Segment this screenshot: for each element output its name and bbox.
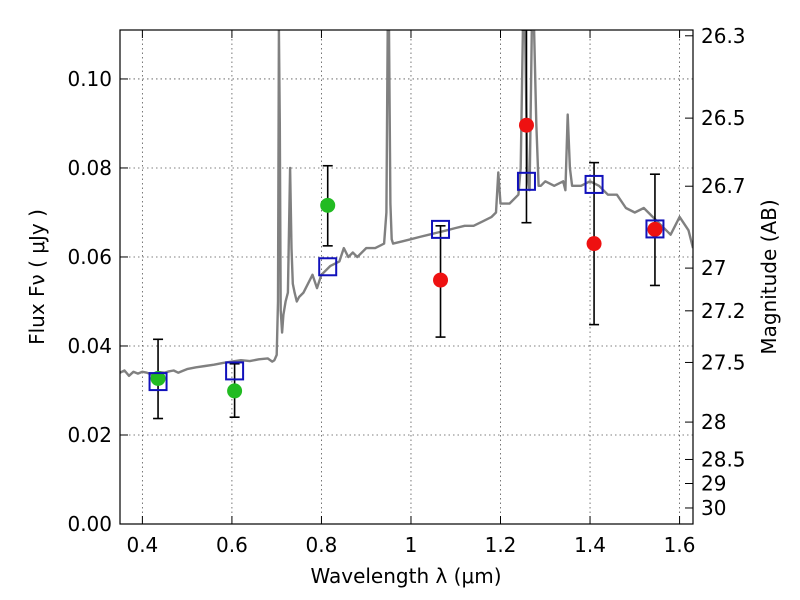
- y-tick-label: 0.00: [67, 512, 112, 536]
- x-tick-label: 1.6: [664, 533, 696, 557]
- y-axis-label: Flux Fν ( μJy ): [25, 209, 49, 345]
- x-tick-label: 0.6: [216, 533, 248, 557]
- y-tick-label: 0.04: [67, 334, 112, 358]
- right-tick-label: 26.5: [701, 106, 746, 130]
- green-data-point: [150, 370, 166, 386]
- red-data-point: [586, 236, 602, 252]
- right-tick-label: 28: [701, 410, 726, 434]
- x-axis-label: Wavelength λ (μm): [310, 564, 501, 588]
- model-point: [516, 171, 536, 191]
- x-tick-label: 0.4: [126, 533, 158, 557]
- right-tick-label: 30: [701, 496, 726, 520]
- right-tick-label: 27.2: [701, 299, 746, 323]
- right-tick-label: 28.5: [701, 447, 746, 471]
- red-data-point: [518, 117, 534, 133]
- green-data-point: [320, 197, 336, 213]
- model-point: [225, 361, 245, 381]
- plot-frame: [119, 29, 694, 525]
- green-data-point: [227, 383, 243, 399]
- grid-lines: [120, 30, 693, 525]
- y-tick-label: 0.02: [67, 423, 112, 447]
- right-tick-label: 26.3: [701, 24, 746, 48]
- model-point: [645, 219, 665, 239]
- right-tick-label: 27: [701, 256, 726, 280]
- right-tick-label: 27.5: [701, 350, 746, 374]
- right-tick-label: 29: [701, 472, 726, 496]
- x-tick-label: 0.8: [306, 533, 338, 557]
- right-axis-label: Magnitude (AB): [757, 199, 781, 354]
- x-tick-label: 1.4: [574, 533, 606, 557]
- red-data-point: [433, 272, 449, 288]
- model-point: [584, 174, 604, 194]
- axis-ticks: 0.4 0.6 0.8 1 1.2 1.4 1.6 0.00 0.02 0.04 0.06 0.08 0…: [67, 24, 745, 557]
- y-tick-label: 0.06: [67, 245, 112, 269]
- right-tick-label: 26.7: [701, 174, 746, 198]
- plot-area: [120, 30, 693, 420]
- x-tick-label: 1.2: [485, 533, 517, 557]
- spectrum-line: [120, 30, 693, 377]
- y-tick-label: 0.10: [67, 67, 112, 91]
- red-data-point: [647, 221, 663, 237]
- model-point: [318, 257, 338, 277]
- model-point: [148, 372, 168, 392]
- model-point: [431, 219, 451, 239]
- y-tick-label: 0.08: [67, 156, 112, 180]
- x-tick-label: 1: [405, 533, 418, 557]
